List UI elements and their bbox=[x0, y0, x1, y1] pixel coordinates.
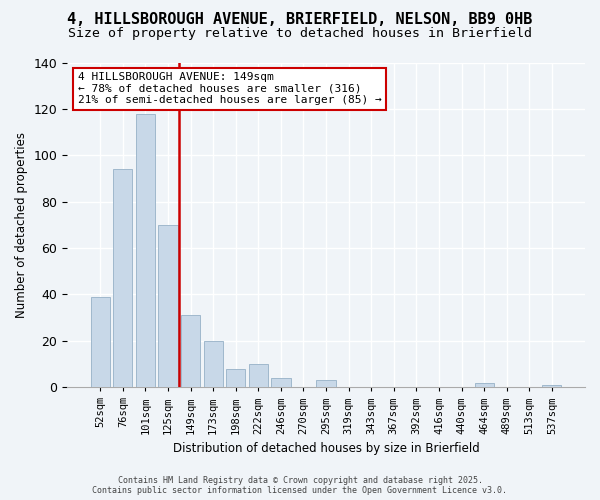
Text: 4 HILLSBOROUGH AVENUE: 149sqm
← 78% of detached houses are smaller (316)
21% of : 4 HILLSBOROUGH AVENUE: 149sqm ← 78% of d… bbox=[77, 72, 381, 106]
Bar bbox=[475, 382, 494, 387]
Bar bbox=[316, 380, 335, 387]
Text: 4, HILLSBOROUGH AVENUE, BRIERFIELD, NELSON, BB9 0HB: 4, HILLSBOROUGH AVENUE, BRIERFIELD, NELS… bbox=[67, 12, 533, 28]
Bar bbox=[271, 378, 290, 387]
Bar bbox=[203, 341, 223, 387]
Bar bbox=[181, 316, 200, 387]
Bar bbox=[113, 169, 133, 387]
Text: Contains HM Land Registry data © Crown copyright and database right 2025.
Contai: Contains HM Land Registry data © Crown c… bbox=[92, 476, 508, 495]
Text: Size of property relative to detached houses in Brierfield: Size of property relative to detached ho… bbox=[68, 28, 532, 40]
X-axis label: Distribution of detached houses by size in Brierfield: Distribution of detached houses by size … bbox=[173, 442, 479, 455]
Y-axis label: Number of detached properties: Number of detached properties bbox=[15, 132, 28, 318]
Bar bbox=[249, 364, 268, 387]
Bar bbox=[91, 296, 110, 387]
Bar bbox=[136, 114, 155, 387]
Bar bbox=[226, 368, 245, 387]
Bar bbox=[158, 225, 178, 387]
Bar bbox=[542, 385, 562, 387]
